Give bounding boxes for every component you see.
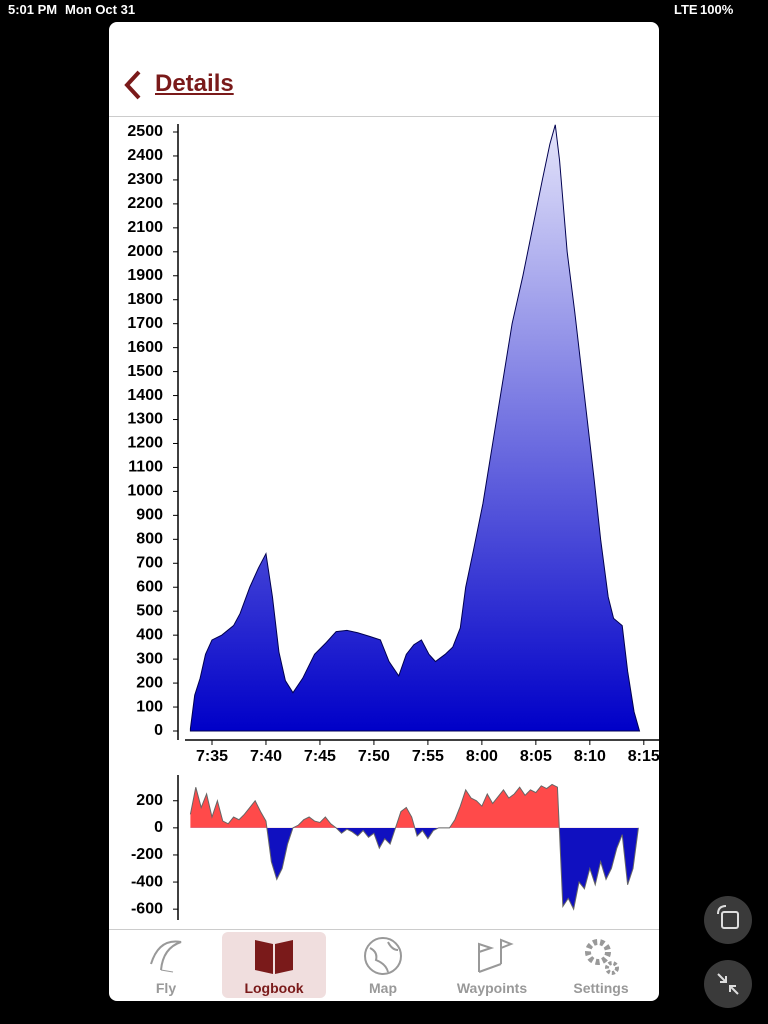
y-tick-label: 400 <box>136 626 163 643</box>
collapse-button[interactable] <box>704 960 752 1008</box>
tab-settings[interactable]: Settings <box>549 932 653 998</box>
back-button[interactable] <box>119 68 149 102</box>
vario-line <box>189 783 639 911</box>
separator <box>109 116 659 117</box>
tab-bar: Fly Logbook Map Waypoints Settings <box>109 930 659 1001</box>
y-tick-label: 2500 <box>127 123 163 140</box>
y-tick-label: -400 <box>131 873 163 890</box>
y-tick-label: -600 <box>131 900 163 917</box>
x-tick-label: 8:10 <box>574 748 606 765</box>
tab-label: Settings <box>573 980 629 996</box>
y-tick-label: 300 <box>136 650 163 667</box>
y-tick-label: 2400 <box>127 147 163 164</box>
x-tick-label: 8:05 <box>520 748 552 765</box>
y-tick-label: 0 <box>154 722 163 739</box>
status-date: Mon Oct 31 <box>65 2 136 17</box>
y-tick-label: 2000 <box>127 243 163 260</box>
status-network: LTE <box>674 2 698 17</box>
status-battery: 100% <box>700 2 734 17</box>
page-title[interactable]: Details <box>155 70 234 97</box>
y-tick-label: 2200 <box>127 195 163 212</box>
tab-fly[interactable]: Fly <box>114 932 218 998</box>
y-tick-label: 900 <box>136 507 163 524</box>
positive-area <box>190 784 639 828</box>
tab-waypoints[interactable]: Waypoints <box>440 932 544 998</box>
x-tick-label: 7:45 <box>304 748 336 765</box>
y-tick-label: 700 <box>136 554 163 571</box>
tab-map[interactable]: Map <box>331 932 435 998</box>
y-tick-label: 1400 <box>127 387 163 404</box>
y-tick-label: 1700 <box>127 315 163 332</box>
y-tick-label: 1200 <box>127 435 163 452</box>
area <box>189 124 641 732</box>
y-tick-label: 1300 <box>127 411 163 428</box>
y-tick-label: 0 <box>154 819 163 836</box>
tab-label: Map <box>369 980 397 996</box>
y-tick-label: 1500 <box>127 363 163 380</box>
tab-label: Waypoints <box>456 980 528 996</box>
negative-area <box>266 827 639 910</box>
y-tick-label: 1600 <box>127 339 163 356</box>
y-tick-label: -200 <box>131 846 163 863</box>
y-tick-label: 2300 <box>127 171 163 188</box>
x-tick-label: 7:50 <box>358 748 390 765</box>
x-tick-label: 8:15 <box>628 748 660 765</box>
rotate-button[interactable] <box>704 896 752 944</box>
y-tick-label: 800 <box>136 531 163 548</box>
y-tick-label: 1900 <box>127 267 163 284</box>
x-tick-label: 7:35 <box>196 748 228 765</box>
y-tick-label: 200 <box>136 792 163 809</box>
y-tick-label: 100 <box>136 698 163 715</box>
x-tick-label: 7:40 <box>250 748 282 765</box>
x-tick-label: 8:00 <box>466 748 498 765</box>
y-tick-label: 600 <box>136 578 163 595</box>
y-tick-label: 1000 <box>127 483 163 500</box>
separator <box>109 929 659 930</box>
tab-label: Logbook <box>244 980 304 996</box>
status-time: 5:01 PM <box>8 2 58 17</box>
y-tick-label: 1800 <box>127 291 163 308</box>
tab-logbook[interactable]: Logbook <box>222 932 326 998</box>
y-tick-label: 500 <box>136 602 163 619</box>
y-tick-label: 1100 <box>128 459 163 476</box>
y-tick-label: 200 <box>136 674 163 691</box>
x-tick-label: 7:55 <box>412 748 444 765</box>
tab-label: Fly <box>155 980 177 996</box>
y-tick-label: 2100 <box>127 219 163 236</box>
